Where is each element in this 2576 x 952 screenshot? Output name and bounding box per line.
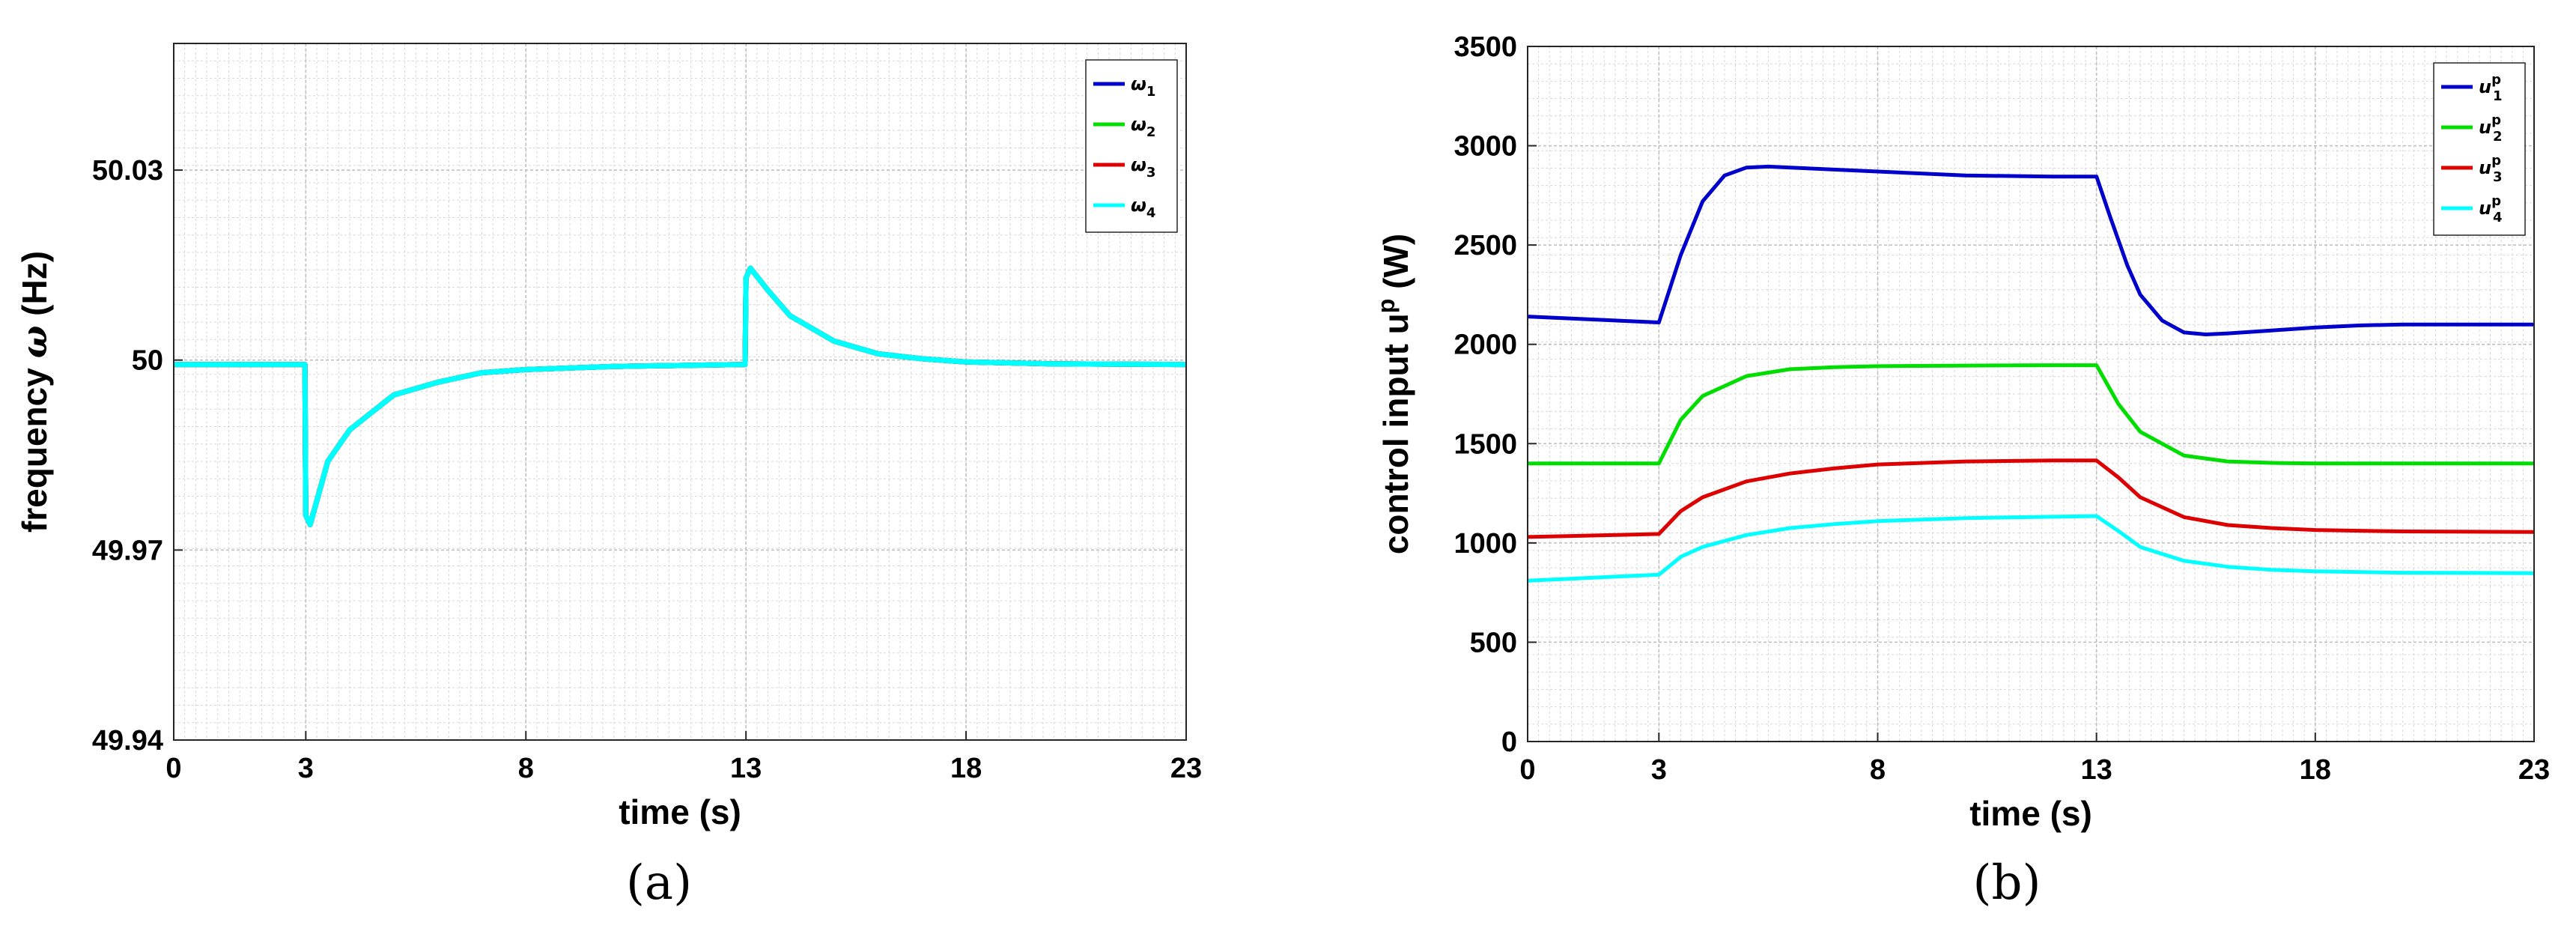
legend-sup: p	[2491, 112, 2501, 128]
y-tick-label: 1500	[1453, 428, 1517, 460]
legend-sup: p	[2491, 153, 2501, 169]
x-axis-label: time (s)	[1969, 794, 2092, 833]
axes-box	[1527, 46, 2535, 742]
y-tick-label: 50	[132, 345, 163, 377]
y-axis-label: control input up (W)	[1373, 234, 1415, 554]
series	[174, 265, 1187, 527]
legend-sub: 4	[2493, 210, 2503, 225]
legend-entry-4: ω4	[1131, 195, 1155, 221]
x-tick-label: 0	[165, 753, 181, 784]
legend-entry-2: up 2	[2479, 112, 2503, 145]
y-axis-label: frequency ω (Hz)	[14, 251, 55, 533]
series-line-1	[174, 265, 1187, 527]
x-tick-label: 18	[2300, 754, 2331, 786]
legend-entry-1: up 1	[2479, 72, 2503, 104]
legend-name: u	[2479, 198, 2491, 219]
series-line-3	[174, 265, 1187, 527]
legend-name: ω	[1131, 195, 1146, 216]
legend-sub: 1	[2493, 88, 2503, 104]
grid	[173, 43, 1187, 741]
legend-name: u	[2479, 157, 2491, 178]
y-tick-label: 49.94	[92, 725, 163, 757]
x-tick-label: 23	[2518, 754, 2550, 786]
x-tick-label: 3	[1651, 754, 1667, 786]
x-tick-label: 23	[1170, 753, 1202, 784]
y-tick-label: 1000	[1453, 528, 1517, 560]
legend-entry-3: ω3	[1131, 154, 1155, 181]
series-line-3	[1527, 458, 2535, 539]
y-axis-label-unit: (W)	[1376, 234, 1415, 299]
y-tick-label: 3500	[1453, 31, 1517, 63]
chart-b: 0 3 8 13 18 230500100015002000250030003500tim…	[1373, 31, 2550, 911]
legend-entry-1: ω1	[1131, 73, 1155, 100]
panel-label: (b)	[1973, 855, 2041, 911]
series-line-1	[1527, 164, 2534, 336]
series-line-2	[174, 265, 1187, 527]
legend-sub: 2	[1146, 124, 1156, 140]
y-axis-label-sup: p	[1373, 299, 1400, 314]
legend-name: ω	[1131, 73, 1146, 94]
x-tick-label: 8	[1870, 754, 1886, 786]
legend-name: ω	[1131, 154, 1146, 175]
panel-label: (a)	[626, 855, 692, 911]
grid	[1527, 46, 2535, 742]
x-tick-label: 3	[298, 753, 314, 784]
legend-entry-2: ω2	[1131, 114, 1155, 140]
y-axis-label-unit: (Hz)	[15, 251, 54, 326]
y-axis-label-symbol: ω	[14, 326, 55, 359]
y-tick-label: 2500	[1453, 230, 1517, 261]
y-tick-label: 500	[1470, 627, 1517, 658]
y-axis-label-main: control input u	[1376, 313, 1415, 554]
legend-sub: 4	[1146, 205, 1156, 221]
legend-sub: 2	[2493, 129, 2503, 145]
series-line-2	[1528, 363, 2534, 466]
y-tick-label: 2000	[1453, 330, 1517, 361]
legend-name: u	[2479, 76, 2491, 97]
legend-name: u	[2479, 117, 2491, 138]
legend-sup: p	[2491, 72, 2501, 88]
legend-name: ω	[1131, 114, 1146, 135]
legend-sub: 1	[1146, 84, 1156, 100]
legend-sub: 3	[2493, 169, 2503, 185]
x-axis-label: time (s)	[619, 792, 741, 831]
y-tick-label: 49.97	[92, 535, 163, 566]
legend-sup: p	[2491, 193, 2501, 209]
legend-entry-4: up 4	[2479, 193, 2503, 225]
x-tick-label: 8	[518, 753, 534, 784]
y-tick-label: 0	[1501, 727, 1517, 758]
legend: up 1up 2up 3up 4	[2433, 62, 2526, 236]
legend-sub: 3	[1146, 165, 1156, 181]
x-tick-label: 0	[1519, 754, 1535, 786]
series	[1527, 164, 2535, 583]
axes-box	[173, 43, 1187, 741]
x-tick-label: 18	[950, 753, 982, 784]
series-line-4	[1527, 514, 2535, 583]
y-tick-label: 50.03	[92, 155, 163, 187]
x-tick-label: 13	[2081, 754, 2112, 786]
series-line-4	[174, 265, 1187, 527]
legend-entry-3: up 3	[2479, 153, 2503, 185]
x-tick-label: 13	[730, 753, 762, 784]
y-axis-label-main: frequency	[15, 358, 54, 533]
y-tick-label: 3000	[1453, 131, 1517, 163]
